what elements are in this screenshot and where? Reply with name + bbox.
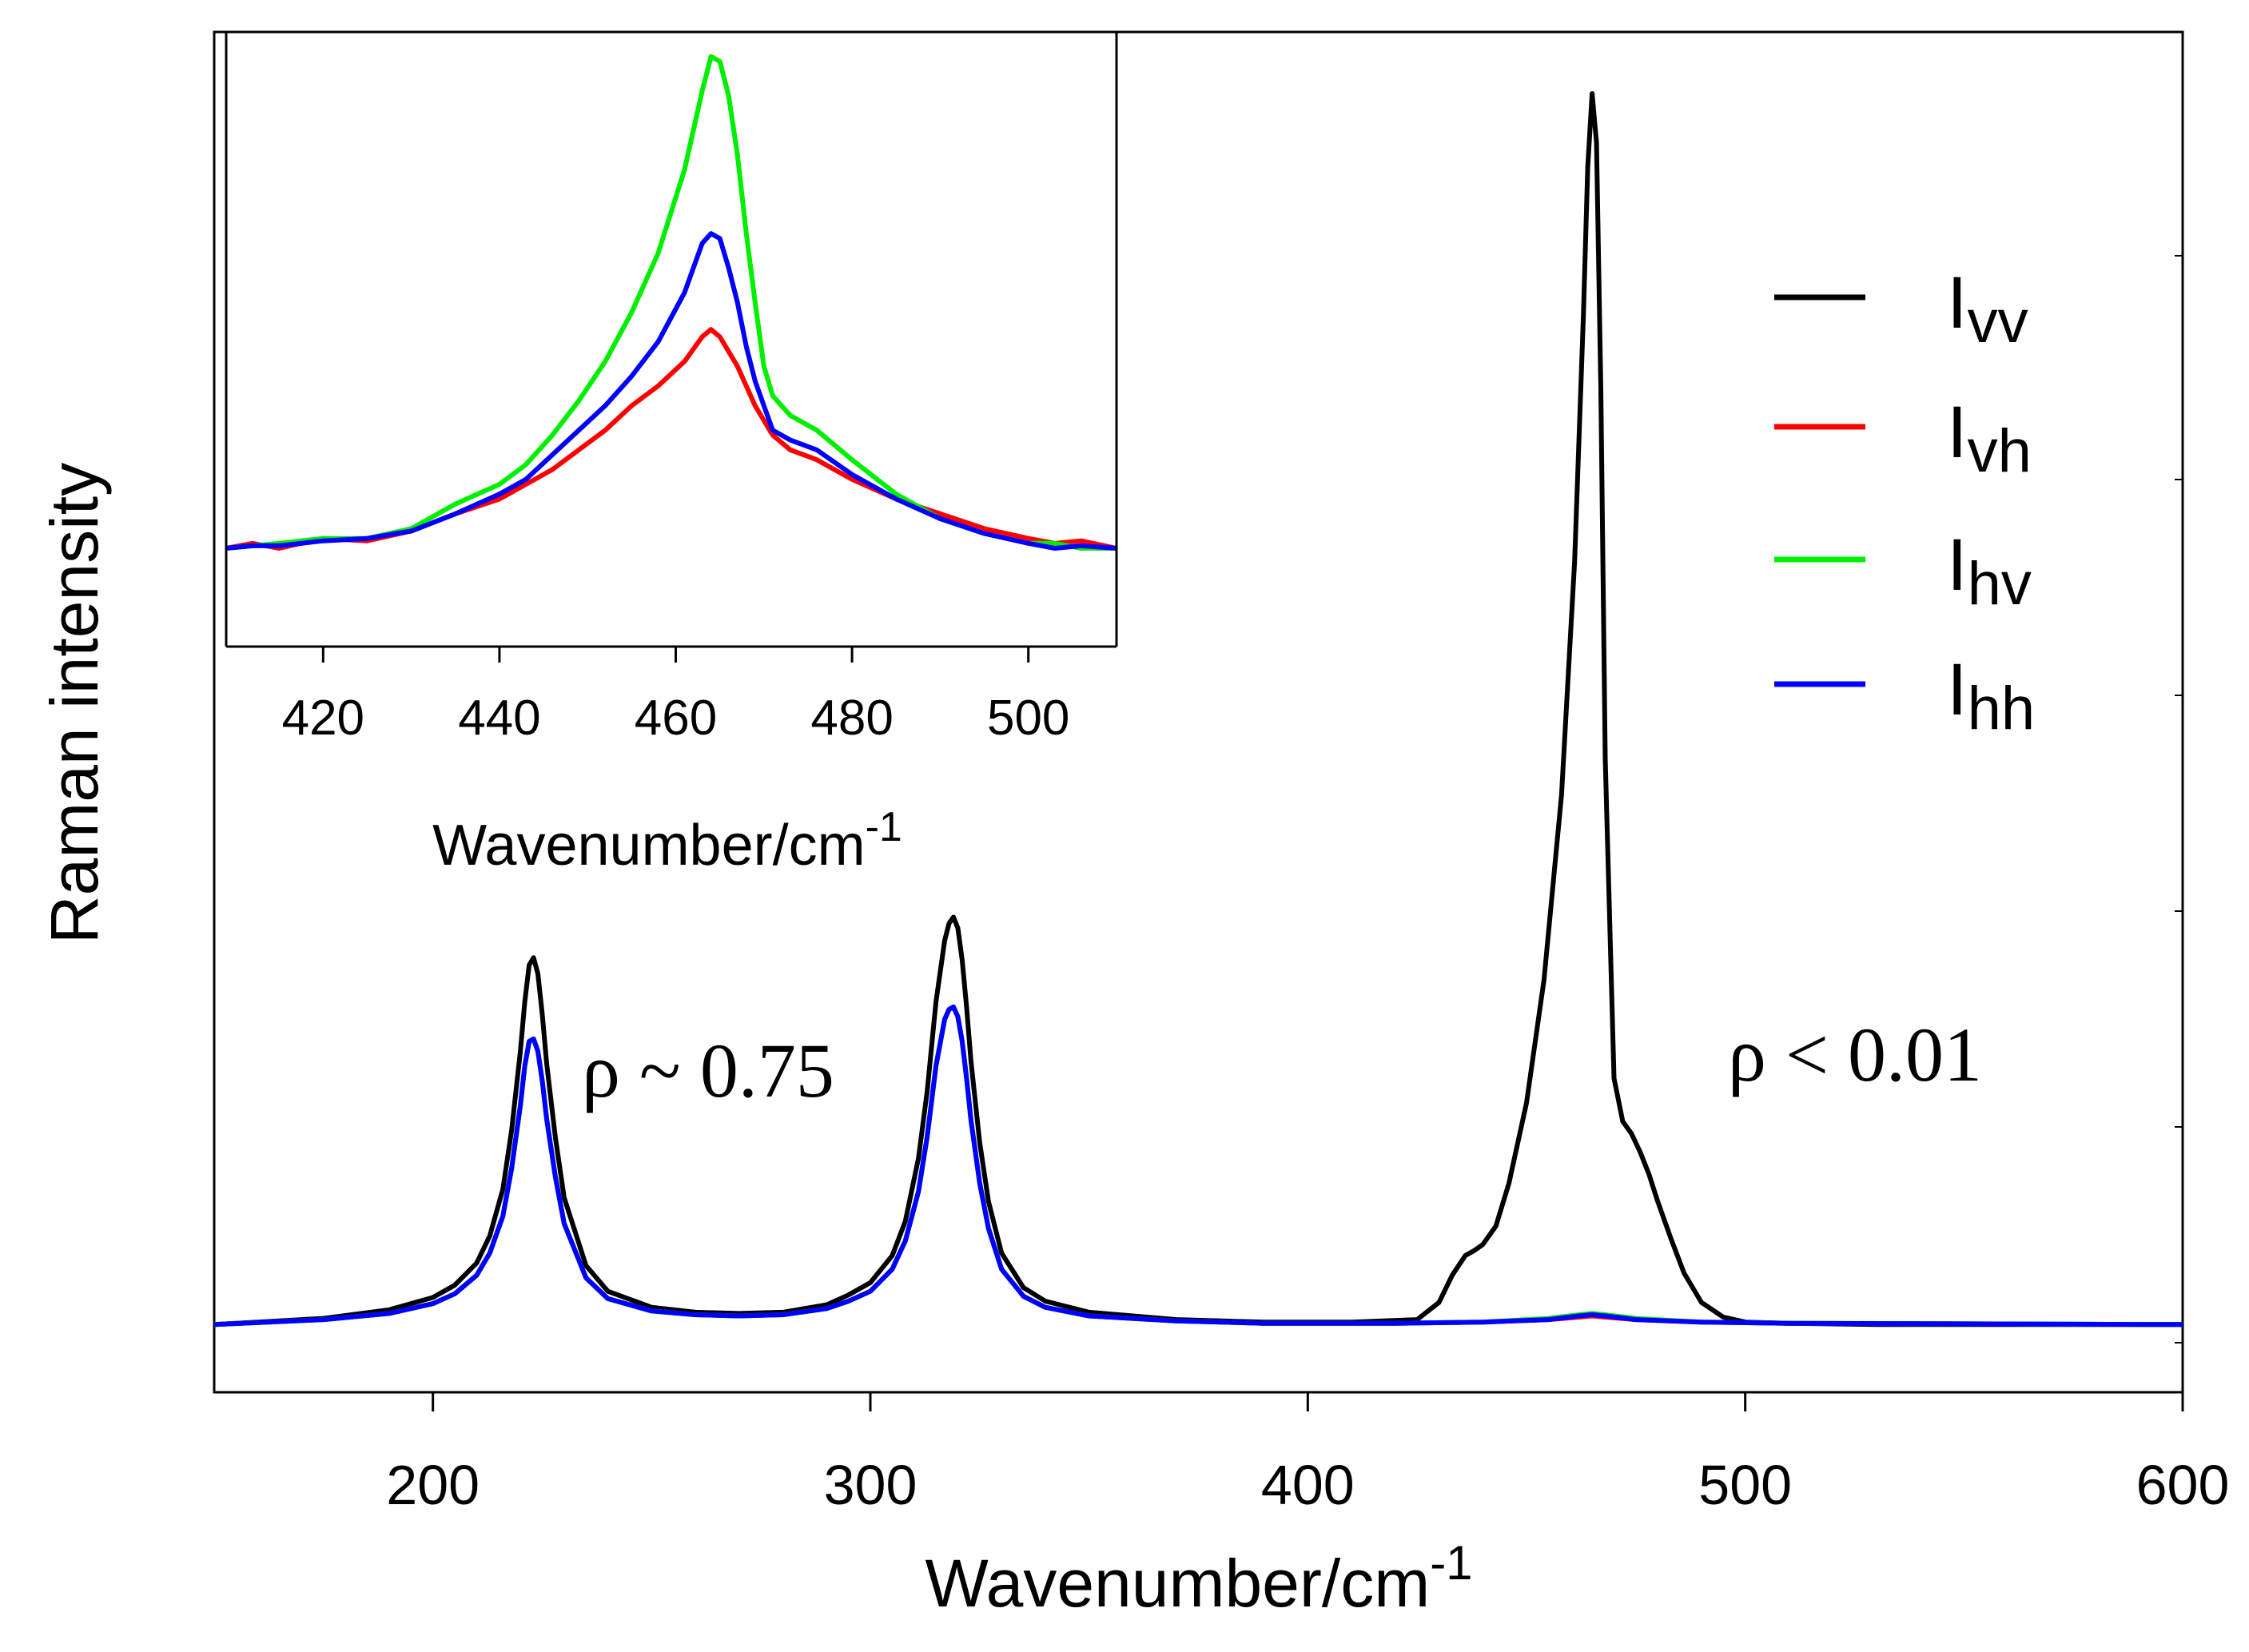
annotation-depolarization-a1-mode: ρ < 0.01 bbox=[1728, 1012, 1982, 1097]
inset-series-group bbox=[225, 54, 1117, 551]
legend-entry-vv: Ivv bbox=[1774, 262, 2028, 356]
inset-plot-background bbox=[225, 34, 1117, 647]
inset-x-ticks: 420 440 460 480 500 bbox=[282, 647, 1069, 746]
legend-entry-hv: Ihv bbox=[1774, 524, 2032, 618]
legend-label-hv: Ihv bbox=[1947, 524, 2032, 618]
inset-chart: 420 440 460 480 500 Wavenumber/cm-1 bbox=[225, 32, 1118, 878]
inset-x-label-text: Wavenumber/cm bbox=[432, 814, 865, 878]
inset-x-tick-label: 480 bbox=[810, 691, 893, 746]
main-x-ticks: 200 300 400 500 600 bbox=[386, 1392, 2229, 1516]
legend-label-hv-sub: hv bbox=[1968, 550, 2032, 618]
legend-label-hh-sub: hh bbox=[1968, 675, 2036, 742]
main-x-label-text: Wavenumber/cm bbox=[925, 1546, 1430, 1621]
legend-label-vh: Ivh bbox=[1947, 392, 2032, 485]
main-x-tick-label: 600 bbox=[2136, 1454, 2230, 1516]
inset-series-hh bbox=[225, 231, 1117, 551]
legend-entry-vh: Ivh bbox=[1774, 392, 2032, 485]
main-right-ticks bbox=[2175, 255, 2183, 1343]
legend: Ivv Ivh Ihv Ihh bbox=[1774, 262, 2035, 742]
main-x-tick-label: 500 bbox=[1698, 1454, 1792, 1516]
legend-label-hh: Ihh bbox=[1947, 649, 2035, 742]
main-x-axis-label: Wavenumber/cm-1 bbox=[925, 1536, 1472, 1621]
inset-x-axis-label: Wavenumber/cm-1 bbox=[432, 804, 902, 878]
main-series-hh bbox=[213, 1004, 2183, 1328]
main-x-tick-label: 200 bbox=[386, 1454, 480, 1516]
inset-x-tick-label: 440 bbox=[458, 691, 540, 746]
inset-x-tick-label: 460 bbox=[635, 691, 717, 746]
inset-x-label-superscript: -1 bbox=[866, 804, 902, 850]
main-x-tick-label: 400 bbox=[1261, 1454, 1355, 1516]
legend-label-hv-main: I bbox=[1947, 524, 1968, 606]
main-y-axis-label: Raman intensity bbox=[37, 463, 112, 944]
main-x-tick-label: 300 bbox=[824, 1454, 918, 1516]
legend-entry-hh: Ihh bbox=[1774, 649, 2035, 742]
main-x-label-superscript: -1 bbox=[1430, 1536, 1472, 1590]
inset-x-tick-label: 420 bbox=[282, 691, 364, 746]
legend-label-vv-sub: vv bbox=[1968, 288, 2028, 356]
legend-label-vv-main: I bbox=[1947, 262, 1968, 344]
main-series-vv bbox=[213, 91, 2183, 1328]
legend-label-vh-main: I bbox=[1947, 392, 1968, 473]
main-series-group bbox=[213, 91, 2183, 1328]
legend-label-hh-main: I bbox=[1947, 649, 1968, 730]
legend-label-vh-sub: vh bbox=[1968, 417, 2032, 485]
legend-label-vv: Ivv bbox=[1947, 262, 2028, 356]
main-plot-frame bbox=[213, 30, 2184, 1394]
inset-x-tick-label: 500 bbox=[987, 691, 1069, 746]
annotation-depolarization-low-freq: ρ ~ 0.75 bbox=[582, 1028, 834, 1113]
